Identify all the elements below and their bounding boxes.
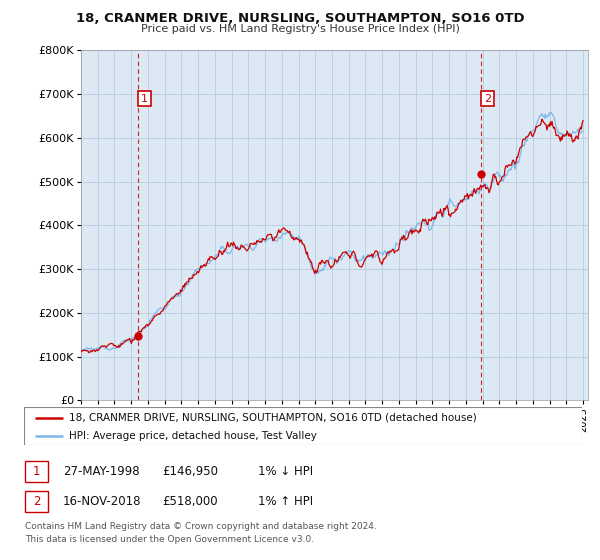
Text: £518,000: £518,000 [162, 494, 218, 508]
Text: 1% ↑ HPI: 1% ↑ HPI [258, 494, 313, 508]
Text: Contains HM Land Registry data © Crown copyright and database right 2024.
This d: Contains HM Land Registry data © Crown c… [25, 522, 377, 544]
Text: 1% ↓ HPI: 1% ↓ HPI [258, 465, 313, 478]
Text: 18, CRANMER DRIVE, NURSLING, SOUTHAMPTON, SO16 0TD (detached house): 18, CRANMER DRIVE, NURSLING, SOUTHAMPTON… [68, 413, 476, 423]
Text: 1: 1 [33, 465, 40, 478]
Text: Price paid vs. HM Land Registry's House Price Index (HPI): Price paid vs. HM Land Registry's House … [140, 24, 460, 34]
Text: £146,950: £146,950 [162, 465, 218, 478]
Text: HPI: Average price, detached house, Test Valley: HPI: Average price, detached house, Test… [68, 431, 317, 441]
Text: 27-MAY-1998: 27-MAY-1998 [63, 465, 140, 478]
Text: 18, CRANMER DRIVE, NURSLING, SOUTHAMPTON, SO16 0TD: 18, CRANMER DRIVE, NURSLING, SOUTHAMPTON… [76, 12, 524, 25]
Text: 1: 1 [141, 94, 148, 104]
Text: 2: 2 [484, 94, 491, 104]
Text: 2: 2 [33, 494, 40, 508]
Text: 16-NOV-2018: 16-NOV-2018 [63, 494, 142, 508]
